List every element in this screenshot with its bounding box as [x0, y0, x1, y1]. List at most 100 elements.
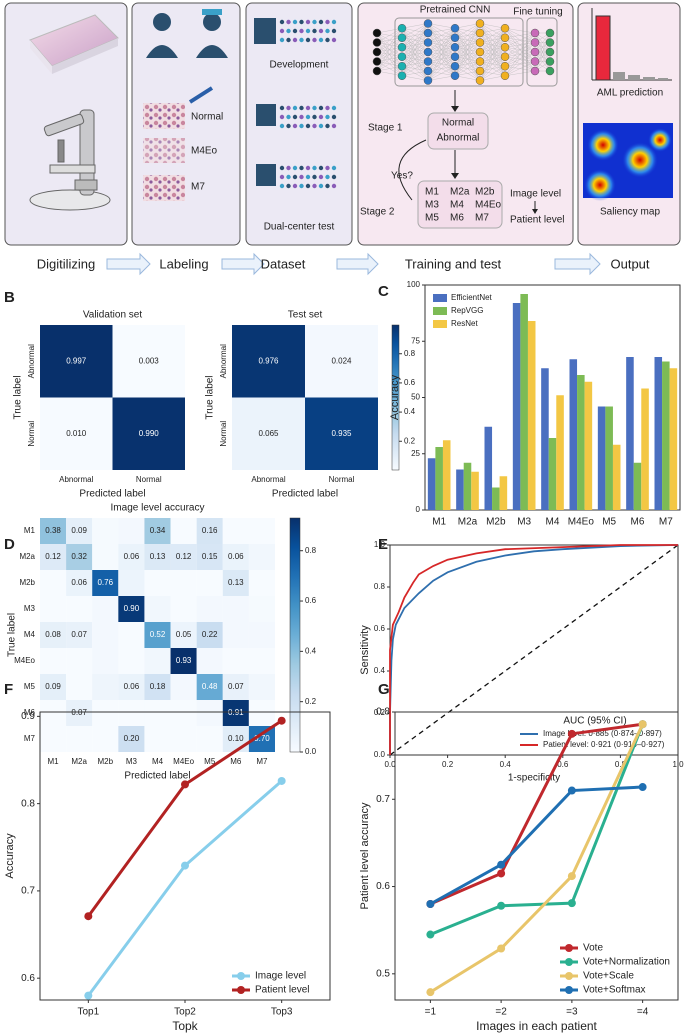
person — [279, 114, 285, 120]
y-tick-label: M3 — [24, 604, 36, 613]
heatmap-cell — [118, 570, 145, 596]
doctor-icons — [146, 9, 228, 58]
person — [286, 183, 291, 189]
person — [312, 37, 317, 43]
class-label: Normal — [191, 112, 223, 123]
nn-edge — [376, 28, 403, 43]
bar — [556, 395, 564, 510]
x-tick-label: Normal — [329, 475, 355, 484]
point — [426, 900, 435, 908]
person — [305, 105, 311, 111]
person — [305, 28, 311, 34]
step-label: Output — [610, 256, 649, 271]
colorbar-label: 0.0 — [305, 747, 317, 756]
y-tick-label: 0.8 — [374, 582, 386, 591]
stage1-class: Normal — [442, 118, 474, 129]
cell-label: 0.12 — [45, 552, 61, 561]
stage2-class: M3 — [425, 200, 439, 211]
heatmap-cell — [196, 570, 223, 596]
legend-label: RepVGG — [451, 306, 483, 315]
nn-edge — [401, 42, 429, 76]
nn-node — [500, 71, 510, 80]
person — [318, 183, 324, 189]
person — [279, 183, 285, 189]
question-label: Yes? — [391, 171, 413, 182]
bar — [442, 440, 451, 510]
x-tick-label: M2b — [97, 757, 113, 766]
nn-edge — [401, 51, 429, 76]
heatmap-cell — [222, 648, 249, 674]
nn-node — [372, 47, 382, 57]
x-tick-label: M1 — [432, 517, 446, 528]
x-axis-label: Images in each patient — [476, 1019, 597, 1033]
legend-label: Patient level — [255, 985, 309, 996]
nn-node — [450, 33, 460, 42]
cell-label: 0.10 — [228, 734, 244, 743]
nn-edge — [401, 23, 429, 29]
x-tick-label: M3 — [517, 517, 531, 528]
point — [567, 899, 576, 908]
point — [567, 786, 576, 795]
cell-label: 0.52 — [150, 630, 166, 639]
person — [305, 114, 311, 120]
heatmap-cell — [66, 622, 93, 648]
dataset-label: Dual-center test — [264, 222, 335, 233]
workflow: A Normal M4Eo M7 Development Dual-center… — [4, 1, 681, 276]
point — [426, 988, 435, 997]
x-tick-label: M5 — [602, 517, 616, 528]
nn-edge — [376, 28, 403, 72]
series-line — [389, 544, 678, 755]
bar — [512, 303, 521, 510]
bar — [662, 361, 670, 510]
y-tick-label: 0 — [416, 505, 421, 514]
x-tick-label: M5 — [204, 757, 216, 766]
person — [292, 183, 298, 189]
heatmap-cell — [66, 674, 93, 700]
heatmap-cell — [40, 700, 67, 726]
bar — [484, 426, 493, 510]
colorbar — [391, 324, 400, 471]
nn-node — [423, 66, 433, 76]
legend-title: AUC (95% CI) — [563, 716, 626, 727]
nn-edge — [454, 23, 481, 57]
x-tick-label: Top3 — [271, 1007, 293, 1018]
bar — [471, 471, 479, 510]
cell-label: 0.22 — [202, 630, 218, 639]
class-label: M7 — [191, 182, 205, 193]
y-axis-label: True label — [205, 375, 216, 419]
heatmap-cell — [170, 726, 197, 752]
heatmap-cell — [170, 622, 197, 648]
x-tick-label: M4Eo — [568, 517, 595, 528]
y-tick-label: M4 — [24, 630, 36, 639]
person — [318, 37, 324, 43]
person — [292, 165, 298, 171]
point — [497, 944, 506, 953]
colorbar-label: 0.8 — [404, 349, 416, 358]
point — [181, 861, 189, 870]
cell-label: 0.976 — [258, 356, 279, 365]
heatmap-cell — [170, 570, 197, 596]
plot-frame — [389, 544, 679, 756]
person — [325, 28, 330, 34]
nn-edge — [479, 28, 506, 72]
heatmap-cell — [144, 570, 171, 596]
heatmap-cell — [92, 726, 119, 752]
cell-image — [143, 103, 185, 129]
heatmap-cell — [248, 544, 275, 570]
heatmap-cell — [222, 596, 249, 622]
chart-title: Test set — [288, 310, 323, 321]
pen-icon — [188, 86, 214, 104]
person — [305, 183, 311, 189]
cnn-frame — [394, 17, 524, 87]
nn-edge — [427, 56, 456, 81]
y-tick-label: M6 — [24, 708, 36, 717]
nn-node — [475, 76, 485, 85]
colorbar — [289, 517, 301, 753]
nn-node — [475, 38, 485, 47]
x-tick-label: Normal — [136, 475, 162, 484]
nn-node — [397, 33, 407, 42]
legend-marker — [565, 972, 573, 980]
heatmap-cell — [92, 570, 119, 596]
x-tick-label: Top1 — [77, 1007, 99, 1018]
